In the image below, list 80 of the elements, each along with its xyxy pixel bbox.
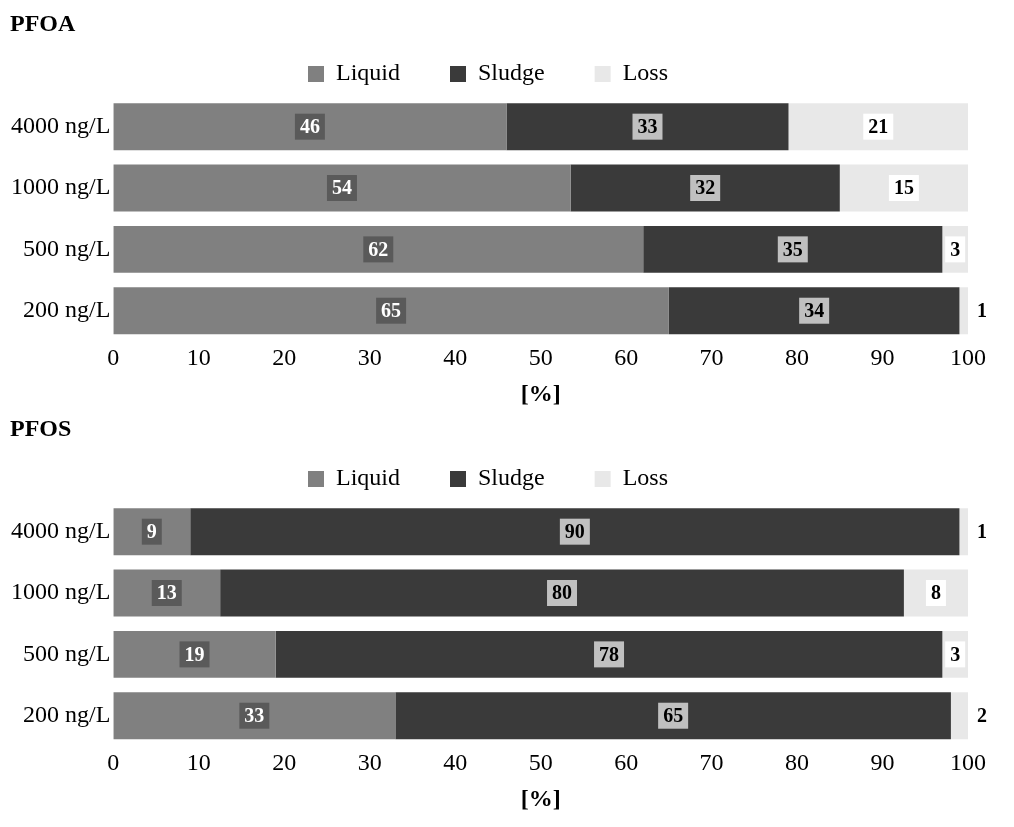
data-label: 35 (782, 237, 803, 260)
x-tick-label: 60 (614, 749, 639, 776)
data-label: 1 (977, 298, 987, 321)
y-tick-label: 1000 ng/L (11, 578, 111, 605)
x-tick-label: 100 (950, 344, 986, 371)
x-tick-label: 70 (699, 344, 724, 371)
data-label: 19 (184, 642, 205, 665)
legend-label: Sludge (477, 464, 545, 491)
data-label: 21 (868, 114, 889, 137)
data-label: 46 (299, 114, 320, 137)
y-tick-label: 200 ng/L (23, 296, 111, 323)
data-label: 32 (695, 176, 716, 199)
bar (959, 287, 968, 335)
x-axis-title: [%] (520, 784, 561, 811)
y-tick-label: 500 ng/L (23, 234, 111, 261)
bar (113, 692, 396, 740)
bar (395, 692, 951, 740)
bar (570, 164, 840, 212)
data-label: 15 (893, 176, 914, 199)
x-tick-label: 60 (614, 344, 639, 371)
bar (506, 103, 789, 151)
x-axis-title: [%] (520, 379, 561, 406)
x-tick-label: 40 (443, 344, 468, 371)
x-tick-label: 100 (950, 749, 986, 776)
x-tick-label: 0 (107, 344, 120, 371)
x-tick-label: 90 (870, 344, 895, 371)
chart-title: PFOS (10, 415, 72, 442)
data-label: 3 (950, 237, 961, 260)
bar (113, 287, 669, 335)
y-tick-label: 1000 ng/L (11, 173, 111, 200)
bar (113, 103, 507, 151)
x-tick-label: 0 (107, 749, 120, 776)
data-label: 78 (599, 642, 620, 665)
x-tick-label: 90 (870, 749, 895, 776)
data-label: 62 (368, 237, 389, 260)
x-tick-label: 80 (785, 749, 810, 776)
x-tick-label: 40 (443, 749, 468, 776)
legend-label: Liquid (336, 464, 400, 491)
data-label: 3 (950, 642, 961, 665)
legend-label: Liquid (336, 59, 400, 86)
data-label: 33 (637, 114, 658, 137)
data-label: 33 (244, 703, 265, 726)
x-tick-label: 30 (357, 749, 382, 776)
data-label: 1 (977, 519, 987, 542)
bar (220, 569, 904, 617)
data-label: 9 (146, 519, 157, 542)
data-label: 8 (930, 581, 941, 604)
x-tick-label: 20 (272, 749, 297, 776)
x-tick-label: 50 (528, 749, 553, 776)
x-tick-label: 20 (272, 344, 297, 371)
y-tick-label: 4000 ng/L (11, 516, 111, 543)
data-label: 54 (331, 176, 352, 199)
y-tick-label: 500 ng/L (23, 639, 111, 666)
bar (668, 287, 960, 335)
data-label: 90 (564, 519, 585, 542)
bar (788, 103, 968, 151)
data-label: 34 (804, 298, 825, 321)
legend-label: Sludge (477, 59, 545, 86)
data-label: 2 (977, 703, 987, 726)
bar (113, 164, 571, 212)
x-tick-label: 30 (357, 344, 382, 371)
x-tick-label: 80 (785, 344, 810, 371)
data-label: 13 (156, 581, 177, 604)
bar (959, 508, 968, 556)
legend-label: Loss (622, 59, 669, 86)
x-tick-label: 70 (699, 749, 724, 776)
bar (950, 692, 968, 740)
x-tick-label: 10 (186, 749, 211, 776)
bar (113, 630, 276, 678)
bar (190, 508, 960, 556)
data-label: 65 (381, 298, 402, 321)
chart-title: PFOA (10, 10, 76, 37)
y-tick-label: 200 ng/L (23, 701, 111, 728)
legend-label: Loss (622, 464, 669, 491)
data-label: 80 (552, 581, 573, 604)
y-tick-label: 4000 ng/L (11, 111, 111, 138)
x-tick-label: 50 (528, 344, 553, 371)
data-label: 65 (663, 703, 684, 726)
bar (113, 225, 644, 273)
x-tick-label: 10 (186, 344, 211, 371)
